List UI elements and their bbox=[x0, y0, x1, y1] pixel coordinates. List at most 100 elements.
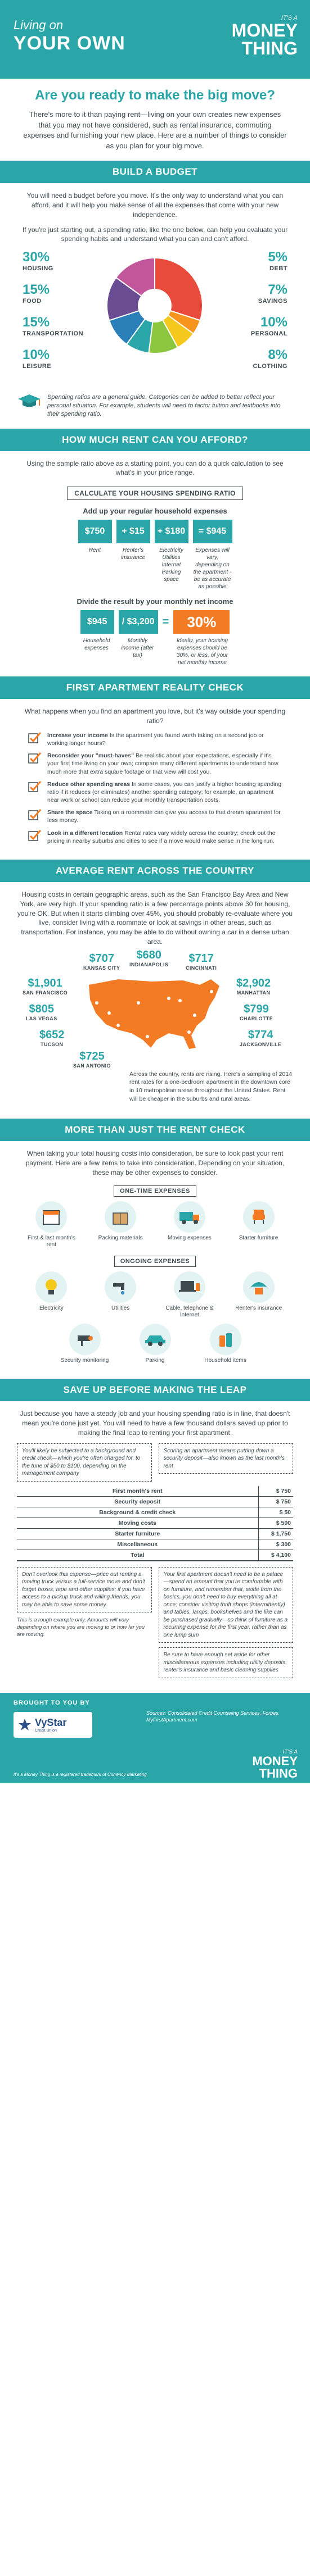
city-price: $725 bbox=[79, 1050, 105, 1062]
row-label: Background & credit check bbox=[17, 1507, 258, 1518]
ratio-result-box: 30% bbox=[173, 610, 230, 634]
category-pct: 7% bbox=[268, 282, 287, 298]
divide-label: Monthly income (after tax) bbox=[121, 638, 154, 659]
expense-item: Packing materials bbox=[94, 1201, 147, 1249]
city-price: $707 bbox=[89, 952, 114, 965]
city-name: LAS VEGAS bbox=[26, 1015, 57, 1021]
footer-brand-2: THING bbox=[259, 1766, 298, 1780]
category-name: CLOTHING bbox=[253, 363, 287, 370]
box-icon bbox=[105, 1201, 137, 1233]
expense-label: Moving expenses bbox=[167, 1234, 212, 1241]
checkbox-icon bbox=[28, 732, 42, 743]
more-heading: MORE THAN JUST THE RENT CHECK bbox=[0, 1119, 310, 1142]
pie-center bbox=[138, 289, 172, 323]
city-san-antonio: $725 SAN ANTONIO bbox=[73, 1050, 111, 1069]
rent-section: Using the sample ratio above as a starti… bbox=[0, 451, 310, 677]
map-note: Across the country, rents are rising. He… bbox=[129, 1070, 292, 1102]
check-item: Reconsider your "must-haves" Be realisti… bbox=[28, 752, 282, 776]
check-item-text: Rental rates vary widely across the coun… bbox=[47, 829, 276, 844]
budget-lead-2: If you're just starting out, a spending … bbox=[22, 225, 288, 243]
divide-label: Household expenses bbox=[83, 638, 110, 652]
budget-lead-1: You will need a budget before you move. … bbox=[26, 192, 284, 219]
row-value: $ 750 bbox=[258, 1485, 293, 1497]
category-personal: 10% PERSONAL bbox=[226, 315, 287, 337]
logo-name: VyStar bbox=[35, 1716, 67, 1728]
save-col-left: You'll likely be subjected to a backgrou… bbox=[17, 1443, 152, 1486]
category-debt: 5% DEBT bbox=[226, 249, 287, 272]
sources-text: Sources: Consolidated Credit Counseling … bbox=[146, 1710, 280, 1723]
expense-label: Packing materials bbox=[98, 1234, 143, 1241]
budget-note: Spending ratios are a general guide. Cat… bbox=[17, 393, 293, 419]
total-value: $ 4,100 bbox=[258, 1550, 293, 1561]
city-charlotte: $799 CHARLOTTE bbox=[240, 1003, 273, 1021]
expense-item: Utilities bbox=[94, 1271, 147, 1319]
row-value: $ 1,750 bbox=[258, 1528, 293, 1539]
table-row: Background & credit check $ 50 bbox=[17, 1507, 293, 1518]
category-savings: 7% SAVINGS bbox=[226, 282, 287, 305]
intro-body: There's more to it than paying rent—livi… bbox=[23, 110, 287, 151]
expense-label: Security monitoring bbox=[60, 1357, 109, 1364]
us-map-icon bbox=[89, 979, 219, 1049]
category-clothing: 8% CLOTHING bbox=[226, 347, 287, 370]
city-manhattan: $2,902 MANHATTAN bbox=[236, 977, 271, 996]
misc-note: Be sure to have enough set aside for oth… bbox=[158, 1647, 293, 1678]
spacer bbox=[162, 637, 170, 666]
category-pct: 15% bbox=[23, 315, 50, 330]
spending-pie-chart bbox=[106, 257, 203, 355]
city-kansas-city: $707 KANSAS CITY bbox=[83, 952, 120, 971]
city-las-vegas: $805 LAS VEGAS bbox=[26, 1003, 57, 1021]
household-expenses-box: $945 bbox=[80, 610, 114, 634]
intro-section: Are you ready to make the big move? Ther… bbox=[0, 79, 310, 161]
pie-slice-transportation bbox=[106, 276, 156, 321]
check-item-text: Be realistic about your expectations, es… bbox=[47, 752, 278, 775]
moving-note: Don't overlook this expense—price out re… bbox=[17, 1566, 152, 1613]
budget-pie-area: 30% HOUSING 15% FOOD 15% TRANSPORTATION … bbox=[17, 249, 293, 390]
brand-line-1: MONEY bbox=[231, 20, 298, 40]
checkbox-icon bbox=[28, 809, 42, 820]
logo-text: VyStar Credit Union bbox=[35, 1717, 66, 1733]
category-name: SAVINGS bbox=[258, 298, 287, 305]
reality-lead: What happens when you find an apartment … bbox=[24, 707, 286, 725]
row-value: $ 50 bbox=[258, 1507, 293, 1518]
check-item-title: Increase your income bbox=[47, 732, 108, 739]
calc-title: CALCULATE YOUR HOUSING SPENDING RATIO bbox=[67, 487, 243, 501]
check-item: Reduce other spending areas In some case… bbox=[28, 780, 282, 805]
category-pct: 8% bbox=[268, 347, 287, 363]
category-housing: 30% HOUSING bbox=[23, 249, 84, 272]
row-label: Miscellaneous bbox=[17, 1539, 258, 1550]
row-label: First month's rent bbox=[17, 1485, 258, 1497]
category-transportation: 15% TRANSPORTATION bbox=[23, 315, 96, 337]
utilities-value-box: + $180 bbox=[154, 520, 188, 544]
furniture-note: Your first apartment doesn't need to be … bbox=[158, 1566, 293, 1643]
checkbox-icon bbox=[28, 752, 42, 764]
ongoing-row-1: Electricity Utilities Cable, telephone &… bbox=[17, 1271, 293, 1319]
check-item-text: In some cases, you can justify a higher … bbox=[47, 780, 282, 804]
ongoing-row-2: Security monitoring Parking Household it… bbox=[17, 1323, 293, 1365]
us-map-area: $707 KANSAS CITY $680 INDIANAPOLIS $717 … bbox=[17, 948, 293, 1070]
check-item-title: Share the space bbox=[47, 809, 93, 816]
category-pct: 5% bbox=[268, 249, 287, 265]
vystar-logo: VyStar Credit Union bbox=[14, 1711, 92, 1738]
table-total-row: Total $ 4,100 bbox=[17, 1550, 293, 1561]
check-item-text: Is the apartment you found worth taking … bbox=[47, 732, 264, 747]
city-jacksonville: $774 JACKSONVILLE bbox=[240, 1029, 281, 1047]
credit-check-note: You'll likely be subjected to a backgrou… bbox=[17, 1443, 152, 1482]
save-col-left: Don't overlook this expense—price out re… bbox=[17, 1566, 152, 1683]
category-pct: 30% bbox=[23, 249, 50, 265]
divide-labels: Household expenses Monthly income (after… bbox=[17, 637, 293, 666]
city-price: $1,901 bbox=[28, 976, 62, 989]
average-heading: AVERAGE RENT ACROSS THE COUNTRY bbox=[0, 859, 310, 882]
city-price: $680 bbox=[136, 948, 161, 961]
equals-sign: = bbox=[162, 615, 169, 628]
title-block: Living on YOUR OWN bbox=[14, 18, 125, 54]
rent-value-box: $750 bbox=[78, 520, 112, 544]
intro-title: Are you ready to make the big move? bbox=[35, 88, 275, 103]
city-price: $805 bbox=[29, 1002, 55, 1015]
expense-item: Cable, telephone & Internet bbox=[163, 1271, 216, 1319]
laptop-phone-icon bbox=[173, 1271, 205, 1303]
add-labels: Rent Renter's insurance Electricity Util… bbox=[17, 547, 293, 590]
expense-label: Cable, telephone & Internet bbox=[165, 1305, 214, 1319]
city-name: INDIANAPOLIS bbox=[129, 961, 169, 967]
save-notes-bottom: Don't overlook this expense—price out re… bbox=[17, 1566, 293, 1683]
row-value: $ 500 bbox=[258, 1518, 293, 1529]
